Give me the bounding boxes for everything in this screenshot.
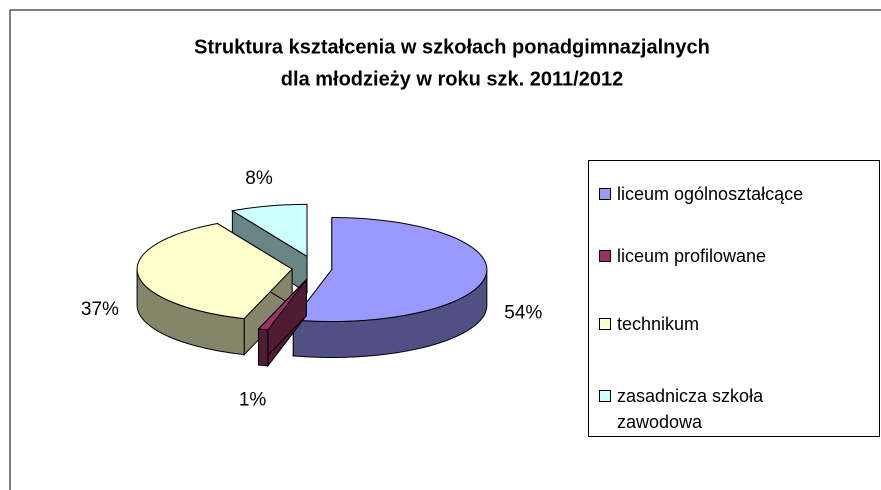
chart-title: dla młodzieży w roku szk. 2011/2012: [281, 68, 623, 90]
pie: [136, 203, 488, 368]
data-label: 8%: [245, 168, 273, 189]
legend-swatch: [599, 390, 611, 402]
legend: liceum ogólnoształcące liceum profilowane…: [588, 160, 880, 437]
legend-label: technikum: [617, 314, 700, 334]
data-label: 37%: [81, 299, 119, 320]
legend-label: zasadnicza szkoła zawodowa: [617, 386, 764, 432]
legend-entry: liceum ogólnoształcące: [599, 181, 803, 207]
slice: [257, 278, 307, 368]
data-label: 54%: [504, 302, 542, 323]
slice-wall: [258, 328, 269, 367]
legend-entry: technikum: [599, 311, 699, 337]
chart-title: Struktura kształcenia w szkołach ponadgi…: [194, 36, 710, 58]
slice-top: [292, 217, 488, 322]
slice-top: [230, 203, 308, 258]
data-label: 1%: [239, 389, 267, 410]
legend-label: liceum profilowane: [617, 246, 767, 266]
legend-label: liceum ogólnoształcące: [617, 184, 804, 204]
slice: [292, 217, 488, 358]
slice: [136, 222, 293, 356]
legend-entry: zasadnicza szkoła zawodowa: [599, 383, 849, 435]
legend-entry: liceum profilowane: [599, 243, 766, 269]
legend-swatch: [599, 318, 611, 330]
legend-swatch: [599, 188, 611, 200]
legend-swatch: [599, 250, 611, 262]
slice-top: [257, 279, 307, 331]
slice-top: [136, 223, 293, 320]
